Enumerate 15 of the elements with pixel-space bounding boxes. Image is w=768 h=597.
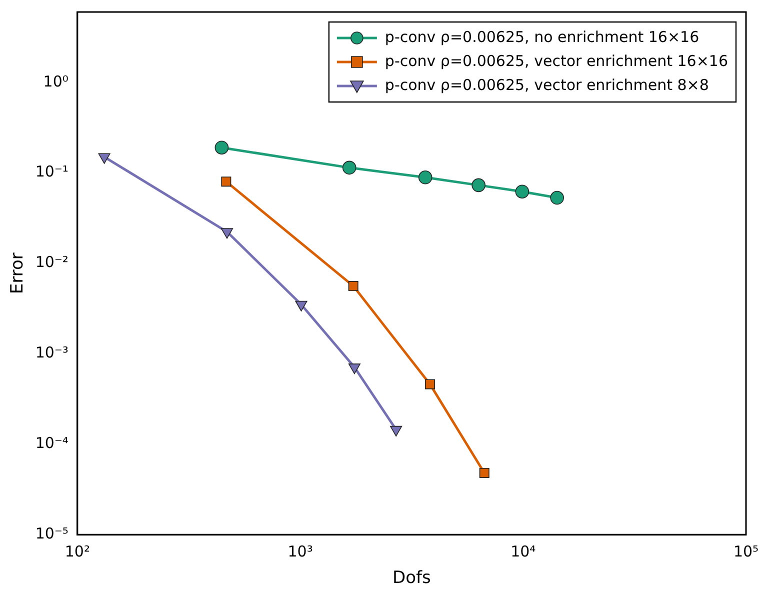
y-tick-label: 10⁻³	[35, 344, 68, 362]
x-tick-label: 10³	[288, 542, 313, 560]
y-tick-label: 10⁻⁵	[35, 524, 68, 542]
x-tick-label: 10²	[64, 542, 90, 560]
y-axis-title: Error	[8, 252, 28, 294]
legend-label: p-conv ρ=0.00625, vector enrichment 16×16	[384, 52, 728, 70]
x-tick-label: 10⁵	[733, 542, 759, 560]
y-tick-label: 10⁰	[43, 72, 68, 90]
legend-label: p-conv ρ=0.00625, vector enrichment 8×8	[384, 76, 709, 94]
y-tick-label: 10⁻¹	[35, 162, 68, 181]
x-axis-title: Dofs	[392, 568, 432, 588]
legend-label: p-conv ρ=0.00625, no enrichment 16×16	[384, 28, 700, 46]
y-tick-label: 10⁻⁴	[35, 434, 68, 452]
y-tick-label: 10⁻²	[35, 253, 68, 272]
x-tick-label: 10⁴	[510, 542, 536, 560]
